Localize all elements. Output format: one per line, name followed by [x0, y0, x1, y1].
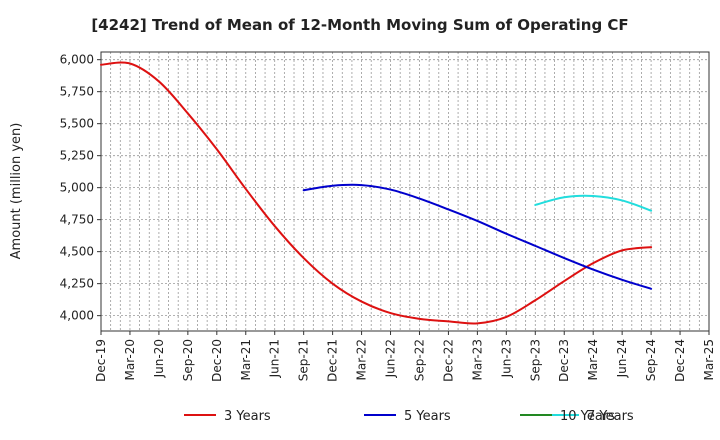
legend-label-10-years: 10 Years [560, 409, 615, 424]
x-tick-label: Sep-23 [528, 339, 542, 381]
series-layer [100, 61, 653, 325]
x-tick-label: Mar-24 [586, 339, 600, 380]
x-tick-label: Jun-21 [268, 339, 282, 378]
series-line-7-years [534, 194, 653, 212]
x-tick-label: Dec-23 [557, 339, 571, 382]
x-tick-label: Dec-19 [94, 339, 108, 382]
y-tick-label: 5,000 [60, 181, 94, 195]
x-tick-label: Sep-20 [181, 339, 195, 381]
x-tick-label: Dec-24 [673, 339, 687, 382]
x-tick-label: Dec-21 [326, 339, 340, 382]
legend-label-7-years: 7 Years [587, 409, 634, 424]
y-tick-label: 4,500 [60, 245, 94, 259]
legend-item-3-years: 3 Years [184, 409, 271, 424]
legend-label-3-years: 3 Years [224, 409, 271, 424]
x-tick-label: Mar-23 [470, 339, 484, 380]
series-line-3-years [100, 61, 653, 325]
x-tick-label: Sep-22 [412, 339, 426, 381]
y-axis-label: Amount (million yen) [9, 123, 24, 260]
x-tick-label: Sep-21 [297, 339, 311, 381]
y-axis-ticks: 4,000 4,250 4,500 4,750 5,000 5,250 5,500 5,750… [60, 53, 101, 323]
y-tick-label: 4,000 [60, 309, 94, 323]
legend-label-5-years: 5 Years [404, 409, 451, 424]
legend-item-7-years: 7 Years [547, 409, 634, 424]
x-tick-label: Mar-22 [355, 339, 369, 380]
plot-frame [100, 51, 710, 332]
x-tick-label: Dec-20 [210, 339, 224, 382]
x-tick-label: Jun-23 [499, 339, 513, 378]
series-line-5-years [302, 183, 653, 290]
x-tick-label: Mar-25 [702, 339, 716, 380]
legend-item-10-years: 10 Years [520, 409, 615, 424]
plot-border [100, 51, 710, 332]
chart-title: [4242] Trend of Mean of 12-Month Moving … [91, 16, 628, 34]
x-tick-label: Jun-24 [615, 339, 629, 378]
grid [101, 52, 709, 331]
y-tick-label: 4,250 [60, 277, 94, 291]
x-tick-label: Dec-22 [441, 339, 455, 382]
x-tick-label: Mar-21 [239, 339, 253, 380]
y-tick-label: 6,000 [60, 53, 94, 67]
x-tick-label: Jun-22 [384, 339, 398, 378]
y-tick-label: 5,750 [60, 85, 94, 99]
y-tick-label: 5,500 [60, 117, 94, 131]
x-tick-label: Sep-24 [644, 339, 658, 381]
x-tick-label: Mar-20 [123, 339, 137, 380]
y-tick-label: 4,750 [60, 213, 94, 227]
x-axis-ticks: Dec-19 Mar-20 Jun-20 Sep-20 Dec-20 Mar-21 Jun-… [94, 331, 716, 382]
legend-item-5-years: 5 Years [364, 409, 451, 424]
y-tick-label: 5,250 [60, 149, 94, 163]
x-tick-label: Jun-20 [152, 339, 166, 378]
